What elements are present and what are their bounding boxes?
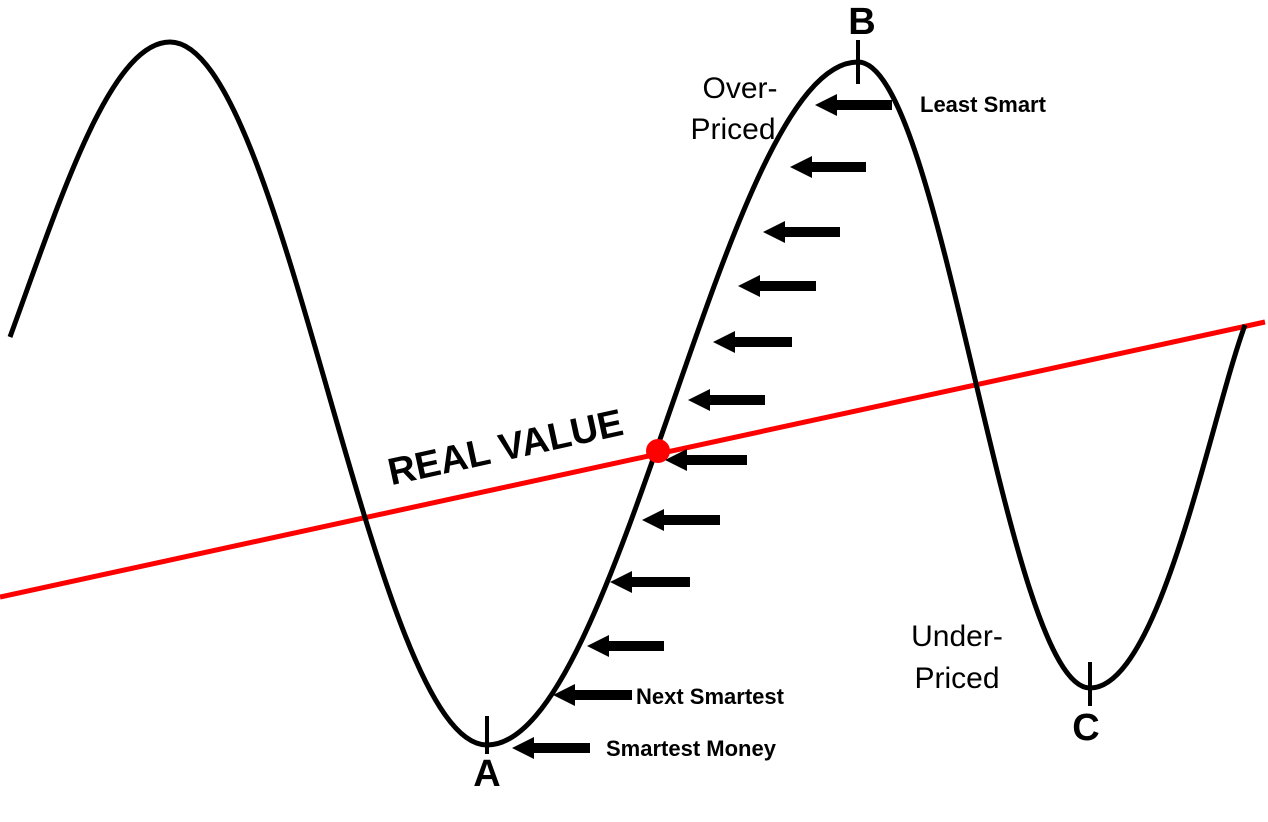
zone-label: Over-: [703, 72, 778, 105]
real-value-label: REAL VALUE: [384, 402, 627, 494]
price-curve: [7, 39, 1248, 748]
arrow-head: [587, 635, 609, 657]
investor-label: Next Smartest: [636, 684, 785, 709]
arrows: [512, 94, 892, 759]
arrow-head: [553, 684, 575, 706]
arrow-head: [790, 156, 812, 178]
arrow-head: [713, 331, 735, 353]
point-label: A: [473, 753, 500, 795]
zone-label: Priced: [914, 662, 999, 695]
crossing-point: [646, 439, 670, 463]
arrow-head: [512, 737, 534, 759]
arrow-head: [688, 389, 710, 411]
real-value-line: [0, 319, 1266, 600]
zone-label: Under-: [911, 620, 1003, 653]
investor-label: Least Smart: [920, 92, 1047, 117]
point-label: B: [848, 1, 875, 43]
arrow-head: [642, 509, 664, 531]
zone-label: Priced: [690, 113, 775, 146]
investor-label: Smartest Money: [606, 736, 777, 761]
arrow-head: [815, 94, 837, 116]
arrow-head: [763, 221, 785, 243]
point-label: C: [1072, 707, 1099, 749]
arrow-head: [665, 449, 687, 471]
arrow-head: [738, 275, 760, 297]
arrow-head: [610, 571, 632, 593]
